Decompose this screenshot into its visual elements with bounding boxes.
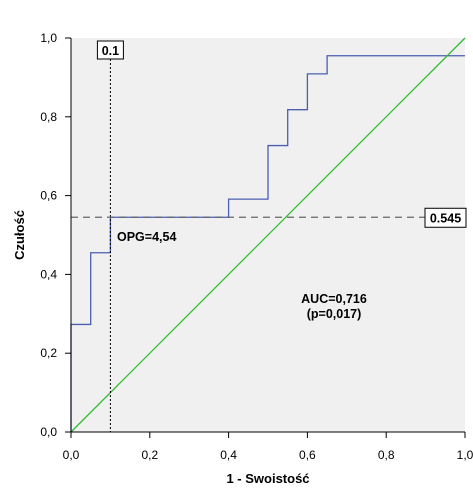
x-tick-label: 0,8 xyxy=(378,448,395,462)
p-value-annotation: (p=0,017) xyxy=(307,307,362,321)
x-tick-label: 1,0 xyxy=(457,448,473,462)
cutoff-x-label-box xyxy=(96,40,124,60)
y-axis-label: Czułość xyxy=(12,210,27,260)
y-tick-label: 1,0 xyxy=(40,31,57,45)
y-tick-label: 0,8 xyxy=(40,110,57,124)
y-tick-label: 0,6 xyxy=(40,189,57,203)
y-tick-label: 0,4 xyxy=(40,267,57,281)
x-tick-label: 0,0 xyxy=(63,448,80,462)
cutoff-y-label: 0.545 xyxy=(430,211,461,225)
y-tick-label: 0,2 xyxy=(40,346,57,360)
x-tick-label: 0,6 xyxy=(299,448,316,462)
roc-curve xyxy=(70,55,465,432)
y-tick-label: 0,0 xyxy=(40,425,57,439)
cutoff-y-label-box xyxy=(424,207,467,228)
auc-annotation: AUC=0,716 xyxy=(301,292,367,306)
x-tick-label: 0,2 xyxy=(141,448,158,462)
x-tick-label: 0,4 xyxy=(220,448,237,462)
reference-lines-layer: 0.1 0.545 xyxy=(71,40,467,432)
series-layer xyxy=(70,37,466,433)
x-axis-label: 1 - Swoistość xyxy=(226,471,309,486)
cutoff-annotation: OPG=4,54 xyxy=(117,230,176,244)
diagonal-reference-line xyxy=(70,37,466,433)
cutoff-x-label: 0.1 xyxy=(102,44,119,58)
tick-layer: 0,0 0,2 0,4 0,6 0,8 1,0 0,0 0,2 0,4 0,6 0,8 1,0 xyxy=(40,31,473,462)
